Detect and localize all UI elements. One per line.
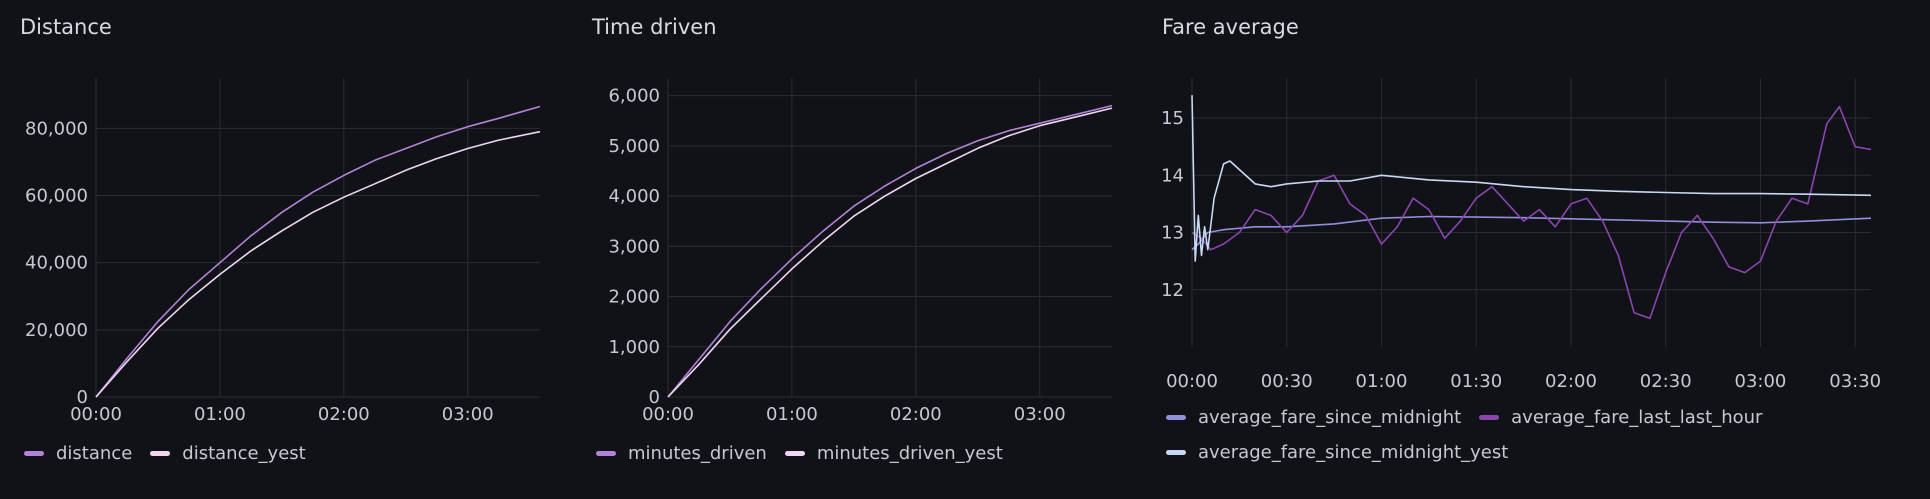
time-driven-chart: 00:00 01:00 02:00 03:00 0 1,000 2,000 3,000 4,00… — [608, 78, 1113, 425]
y-tick-label: 6,000 — [608, 86, 660, 107]
x-tick-label: 00:30 — [1261, 371, 1313, 392]
legend-swatch — [1166, 450, 1186, 455]
legend-item-average-fare-since-midnight-yest[interactable]: average_fare_since_midnight_yest — [1166, 442, 1508, 463]
legend-swatch — [24, 451, 44, 456]
legend-item-average-fare-last-last-hour[interactable]: average_fare_last_last_hour — [1479, 407, 1762, 428]
legend-label: average_fare_last_last_hour — [1511, 407, 1763, 428]
x-tick-label: 03:00 — [1014, 404, 1066, 425]
x-tick-label: 02:00 — [890, 404, 942, 425]
legend-label: distance — [56, 443, 133, 464]
y-tick-label: 15 — [1161, 108, 1184, 129]
y-tick-label: 14 — [1161, 165, 1184, 186]
x-tick-label: 00:00 — [1166, 371, 1218, 392]
legend-item-minutes-driven[interactable]: minutes_driven — [596, 443, 767, 464]
legend-item-distance[interactable]: distance — [24, 443, 132, 464]
y-tick-label: 0 — [77, 387, 88, 408]
distance-panel: Distance 00:00 01:00 02:00 03:00 0 20,000 40,0… — [0, 0, 560, 499]
x-tick-label: 01:00 — [1356, 371, 1408, 392]
legend-label: distance_yest — [182, 443, 306, 464]
legend: average_fare_since_midnight average_fare… — [1166, 400, 1780, 470]
legend: distance distance_yest — [24, 436, 324, 471]
y-tick-label: 40,000 — [25, 253, 88, 274]
x-tick-label: 03:00 — [1735, 371, 1787, 392]
y-tick-label: 5,000 — [608, 136, 660, 157]
x-tick-label: 00:00 — [642, 404, 694, 425]
x-tick-label: 01:00 — [766, 404, 818, 425]
y-tick-label: 2,000 — [608, 287, 660, 308]
legend-label: average_fare_since_midnight_yest — [1198, 442, 1509, 463]
x-tick-label: 03:30 — [1829, 371, 1881, 392]
y-tick-label: 80,000 — [25, 118, 88, 139]
panel-title: Distance — [20, 15, 112, 39]
y-tick-label: 1,000 — [608, 337, 660, 358]
y-tick-label: 60,000 — [25, 186, 88, 207]
x-tick-label: 02:30 — [1640, 371, 1692, 392]
series-line-average-fare-since-midnight-yest — [1191, 95, 1872, 262]
legend-swatch — [784, 451, 805, 456]
series-line-distance — [95, 105, 541, 398]
legend-item-distance-yest[interactable]: distance_yest — [150, 443, 306, 464]
x-tick-label: 02:00 — [1545, 371, 1597, 392]
x-tick-label: 01:30 — [1450, 371, 1502, 392]
y-tick-label: 3,000 — [608, 236, 660, 257]
y-tick-label: 4,000 — [608, 186, 660, 207]
distance-chart: 00:00 01:00 02:00 03:00 0 20,000 40,000 60,000 8… — [25, 78, 541, 425]
x-tick-label: 03:00 — [442, 404, 494, 425]
legend-swatch — [1479, 415, 1500, 420]
y-tick-label: 13 — [1161, 223, 1184, 244]
panel-title: Fare average — [1162, 15, 1299, 39]
y-tick-label: 0 — [649, 387, 660, 408]
x-tick-label: 02:00 — [318, 404, 370, 425]
legend-label: minutes_driven — [628, 443, 767, 464]
legend-swatch — [596, 451, 616, 456]
legend-swatch — [1166, 415, 1186, 420]
x-tick-label: 00:00 — [70, 404, 122, 425]
panel-title: Time driven — [592, 15, 717, 39]
series-line-minutes-driven-yest — [667, 107, 1113, 398]
time-driven-panel: Time driven 00:00 01:00 02:00 03:00 0 1,000 2,… — [572, 0, 1132, 499]
y-tick-label: 12 — [1161, 280, 1184, 301]
x-tick-label: 01:00 — [194, 404, 246, 425]
legend-item-average-fare-since-midnight[interactable]: average_fare_since_midnight — [1166, 407, 1461, 428]
fare-average-panel: Fare average 00:00 00:30 01:00 01:30 02:00 02… — [1142, 0, 1930, 499]
series-line-minutes-driven — [667, 104, 1113, 398]
fare-average-chart: 00:00 00:30 01:00 01:30 02:00 02:30 03:00 03:30… — [1161, 78, 1881, 392]
legend-label: minutes_driven_yest — [816, 443, 1003, 464]
series-line-average-fare-last-last-hour — [1191, 105, 1872, 320]
series-line-distance-yest — [95, 130, 541, 398]
y-tick-label: 20,000 — [25, 320, 88, 341]
series-line-average-fare-since-midnight — [1191, 215, 1872, 251]
legend-item-minutes-driven-yest[interactable]: minutes_driven_yest — [784, 443, 1003, 464]
legend-label: average_fare_since_midnight — [1198, 407, 1462, 428]
legend: minutes_driven minutes_driven_yest — [596, 436, 1021, 471]
legend-swatch — [150, 451, 171, 456]
